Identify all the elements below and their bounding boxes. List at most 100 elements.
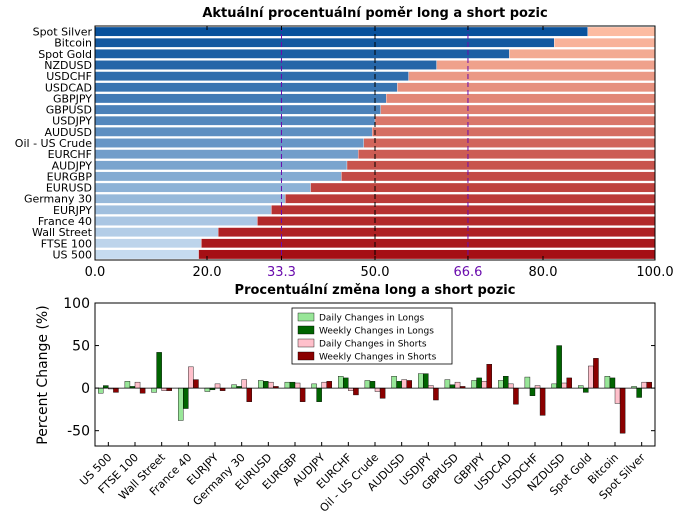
chart-2-legend: Daily Changes in Longs Weekly Changes in … (291, 307, 453, 365)
daily-longs-bar (604, 376, 611, 389)
daily-longs-bar (124, 381, 131, 389)
weekly-shorts-bar (379, 387, 386, 399)
weekly-shorts-bar (619, 387, 626, 434)
daily-longs-bar (524, 376, 531, 389)
weekly-longs-bar (343, 377, 349, 389)
short-bar (509, 49, 656, 59)
weekly-shorts-bar (246, 387, 253, 402)
short-bar (436, 60, 656, 70)
daily-longs-bar (284, 381, 291, 389)
short-bar (372, 127, 656, 137)
long-bar (94, 149, 359, 159)
daily-shorts-bar (481, 381, 487, 389)
long-bar (94, 104, 381, 115)
weekly-longs-bar (289, 381, 296, 389)
long-bar (94, 71, 409, 81)
short-bar (218, 227, 656, 237)
long-bar (94, 93, 387, 104)
weekly-longs-bar (423, 373, 429, 389)
daily-shorts-bar (588, 365, 594, 389)
daily-shorts-bar (561, 382, 567, 389)
daily-longs-bar (311, 383, 317, 389)
chart-1-x-ticks: 0.0 20.0 33.3 50.0 66.6 80.0 100.0 (85, 26, 674, 280)
long-bar (94, 238, 202, 249)
category-label: US 500 (52, 248, 92, 261)
daily-longs-bar (97, 387, 104, 394)
category-label: EURGBP (47, 170, 93, 183)
long-bar (94, 26, 588, 37)
category-label: Bitcoin (54, 37, 92, 50)
category-label: AUDUSD (44, 126, 92, 139)
category-label: Spot Gold (38, 48, 92, 61)
legend-swatch (297, 351, 315, 361)
long-bar (94, 49, 510, 59)
short-bar (554, 37, 656, 48)
chart-2-y-ticks: -50 0 50 100 (63, 296, 655, 440)
daily-shorts-bar (134, 381, 141, 389)
category-label: USDCHF (46, 70, 92, 83)
weekly-shorts-bar (299, 387, 306, 402)
category-label: France 40 (38, 215, 92, 228)
daily-longs-bar (338, 376, 344, 389)
daily-longs-bar (418, 373, 424, 389)
chart-1-reference-lines (280, 26, 469, 260)
long-bar (94, 171, 342, 182)
x-tick-label: 50.0 (361, 265, 390, 280)
weekly-shorts-bar (646, 381, 653, 389)
daily-longs-bar (391, 376, 397, 389)
weekly-longs-bar (263, 381, 269, 389)
daily-longs-bar (444, 379, 451, 389)
long-bar (94, 182, 311, 193)
y-tick-label: -50 (67, 424, 90, 440)
weekly-shorts-bar (353, 387, 359, 396)
long-bar (94, 216, 258, 226)
weekly-shorts-bar (193, 379, 199, 389)
long-bar (94, 127, 373, 137)
long-bar (94, 205, 272, 215)
x-tick-label: 0.0 (85, 265, 106, 280)
short-bar (408, 71, 656, 81)
short-bar (587, 26, 656, 37)
chart-2-title: Procentuální změna long a short pozic (235, 283, 516, 298)
legend-swatch (297, 325, 315, 335)
weekly-longs-bar (529, 387, 536, 396)
daily-longs-bar (498, 380, 504, 389)
weekly-longs-bar (583, 387, 589, 393)
weekly-shorts-bar (326, 381, 333, 389)
short-bar (271, 205, 656, 215)
category-label: USDJPY (52, 115, 92, 128)
y-tick-label: 0 (81, 381, 90, 397)
weekly-shorts-bar (513, 387, 519, 405)
category-label: USDCAD (45, 81, 92, 94)
legend-box (291, 307, 453, 365)
weekly-longs-bar (449, 384, 456, 389)
x-tick-label: 33.3 (267, 265, 296, 280)
long-bar (94, 249, 199, 260)
daily-shorts-bar (641, 381, 647, 389)
category-label: EURCHF (48, 148, 92, 161)
category-label: NZDUSD (44, 59, 92, 72)
long-bar (94, 115, 376, 126)
daily-longs-bar (471, 380, 477, 389)
long-bar (94, 82, 398, 93)
category-label: GBPJPY (53, 92, 92, 105)
daily-shorts-bar (614, 387, 621, 404)
weekly-shorts-bar (486, 364, 493, 389)
legend-label: Weekly Changes in Longs (319, 327, 434, 337)
daily-shorts-bar (401, 379, 407, 389)
chart-2-y-axis-label: Percent Change (%) (35, 305, 51, 444)
weekly-longs-bar (503, 376, 509, 389)
long-bar (94, 138, 364, 148)
short-bar (363, 138, 656, 148)
weekly-longs-bar (183, 387, 189, 409)
chart-1-bars (94, 26, 656, 260)
weekly-longs-bar (396, 381, 402, 389)
weekly-shorts-bar (593, 358, 599, 389)
legend-label: Daily Changes in Longs (319, 314, 424, 324)
legend-label: Daily Changes in Shorts (319, 340, 427, 350)
daily-longs-bar (231, 384, 237, 389)
weekly-shorts-bar (566, 377, 573, 389)
weekly-shorts-bar (433, 387, 439, 401)
